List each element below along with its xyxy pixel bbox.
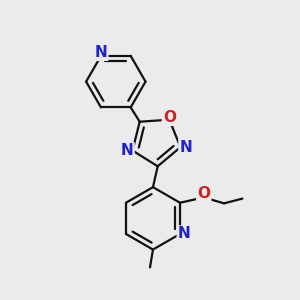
Text: O: O bbox=[163, 110, 176, 125]
Text: N: N bbox=[94, 45, 107, 60]
Text: O: O bbox=[197, 186, 210, 201]
Text: N: N bbox=[121, 143, 134, 158]
Text: N: N bbox=[179, 140, 192, 155]
Text: N: N bbox=[178, 226, 190, 242]
